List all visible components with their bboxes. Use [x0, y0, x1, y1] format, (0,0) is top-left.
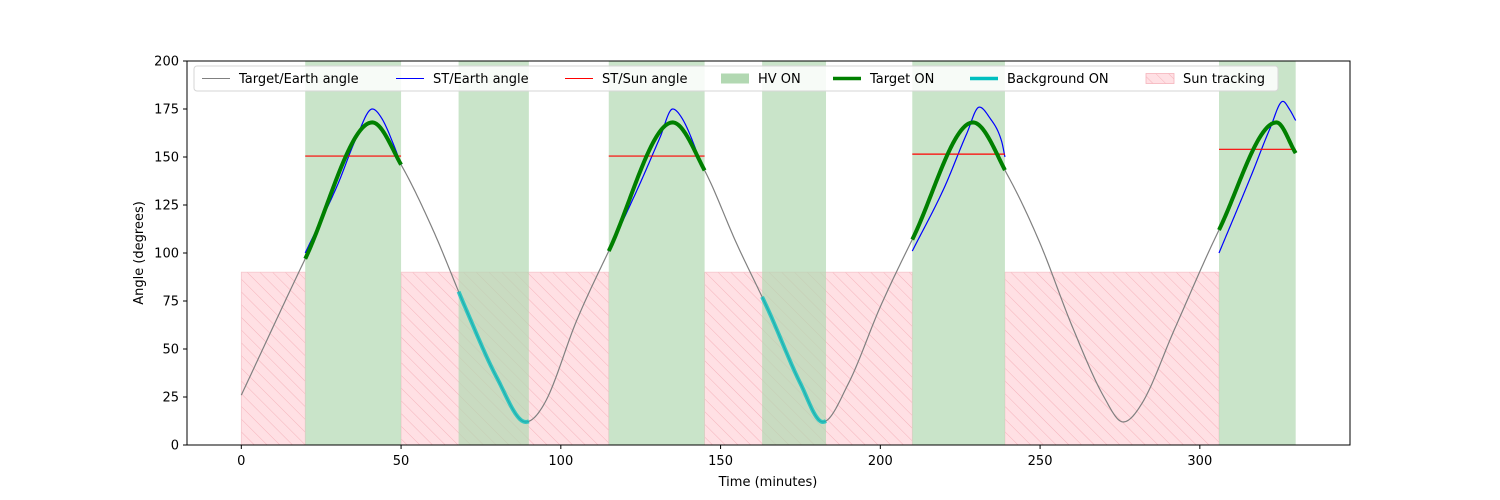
- hv-on-region-2: [458, 61, 529, 445]
- y-tick-label-125: 125: [154, 199, 179, 214]
- y-tick-label-175: 175: [154, 103, 179, 118]
- legend-entry-3: ST/Sun angle: [565, 72, 688, 87]
- x-tick-label-200: 200: [868, 454, 893, 469]
- legend-entry-1: Target/Earth angle: [202, 72, 359, 87]
- hv-on-region-6: [1219, 61, 1296, 445]
- legend-label-4: HV ON: [758, 72, 801, 87]
- hv-on-region-3: [608, 61, 705, 445]
- x-tick-label-100: 100: [548, 454, 573, 469]
- x-tick-label-300: 300: [1187, 454, 1212, 469]
- target-on-segment-4: [1217, 120, 1298, 231]
- legend-label-7: Sun tracking: [1183, 72, 1265, 87]
- sun-tracking-region-4: [1004, 271, 1220, 445]
- legend-label-2: ST/Earth angle: [433, 72, 529, 87]
- y-tick-label-75: 75: [162, 295, 179, 310]
- legend-label-3: ST/Sun angle: [602, 72, 688, 87]
- legend-label-6: Background ON: [1007, 72, 1109, 87]
- target-on-segment-1: [303, 120, 403, 260]
- target-on-segment-2: [606, 120, 707, 252]
- y-tick-label-150: 150: [154, 151, 179, 166]
- hv-on-regions: [305, 61, 1296, 445]
- st-earth-angle-segment-4: [1218, 100, 1297, 254]
- target-on-segment-3: [910, 120, 1007, 241]
- legend-entry-4: HV ON: [721, 72, 801, 87]
- y-axis-label: Angle (degrees): [132, 201, 147, 305]
- hv-on-region-4: [762, 61, 827, 445]
- x-axis-label: Time (minutes): [718, 475, 818, 490]
- y-tick-label-0: 0: [171, 439, 179, 454]
- y-tick-label-100: 100: [154, 247, 179, 262]
- series-lines: [240, 100, 1298, 424]
- x-tick-label-50: 50: [393, 454, 410, 469]
- legend-entry-6: Background ON: [970, 72, 1109, 87]
- background-on-segment-1: [456, 290, 530, 424]
- legend-label-5: Target ON: [869, 72, 934, 87]
- hv-on-region-1: [305, 61, 402, 445]
- y-tick-label-25: 25: [162, 391, 179, 406]
- sun-tracking-region-1: [240, 271, 306, 445]
- legend-entry-2: ST/Earth angle: [396, 72, 529, 87]
- legend-swatch-7: [1145, 73, 1175, 84]
- legend-swatch-4: [721, 73, 749, 84]
- legend: Target/Earth angle ST/Earth angle ST/Sun a…: [193, 65, 1279, 92]
- x-tick-label-250: 250: [1028, 454, 1053, 469]
- hv-on-region-5: [912, 61, 1005, 445]
- background-on-segment-2: [760, 296, 827, 424]
- x-tick-label-150: 150: [708, 454, 733, 469]
- x-tick-label-0: 0: [237, 454, 245, 469]
- y-tick-label-200: 200: [154, 55, 179, 70]
- legend-label-1: Target/Earth angle: [238, 72, 359, 87]
- y-tick-label-50: 50: [162, 343, 179, 358]
- legend-entry-5: Target ON: [833, 72, 934, 87]
- st-earth-angle-segment-3: [911, 106, 1006, 252]
- axes-ticks: 0 50 100 150 200 250 300 0 25 50 75 100 125 150 175 200: [154, 55, 1212, 470]
- legend-entry-7: Sun tracking: [1145, 72, 1265, 87]
